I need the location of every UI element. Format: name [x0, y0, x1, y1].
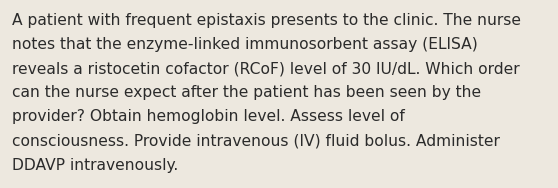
- Text: consciousness. Provide intravenous (IV) fluid bolus. Administer: consciousness. Provide intravenous (IV) …: [12, 133, 500, 149]
- Text: A patient with frequent epistaxis presents to the clinic. The nurse: A patient with frequent epistaxis presen…: [12, 13, 521, 28]
- Text: DDAVP intravenously.: DDAVP intravenously.: [12, 158, 179, 173]
- Text: can the nurse expect after the patient has been seen by the: can the nurse expect after the patient h…: [12, 85, 482, 100]
- Text: provider? Obtain hemoglobin level. Assess level of: provider? Obtain hemoglobin level. Asses…: [12, 109, 405, 124]
- Text: notes that the enzyme-linked immunosorbent assay (ELISA): notes that the enzyme-linked immunosorbe…: [12, 37, 478, 52]
- Text: reveals a ristocetin cofactor (RCoF) level of 30 IU/dL. Which order: reveals a ristocetin cofactor (RCoF) lev…: [12, 61, 520, 76]
